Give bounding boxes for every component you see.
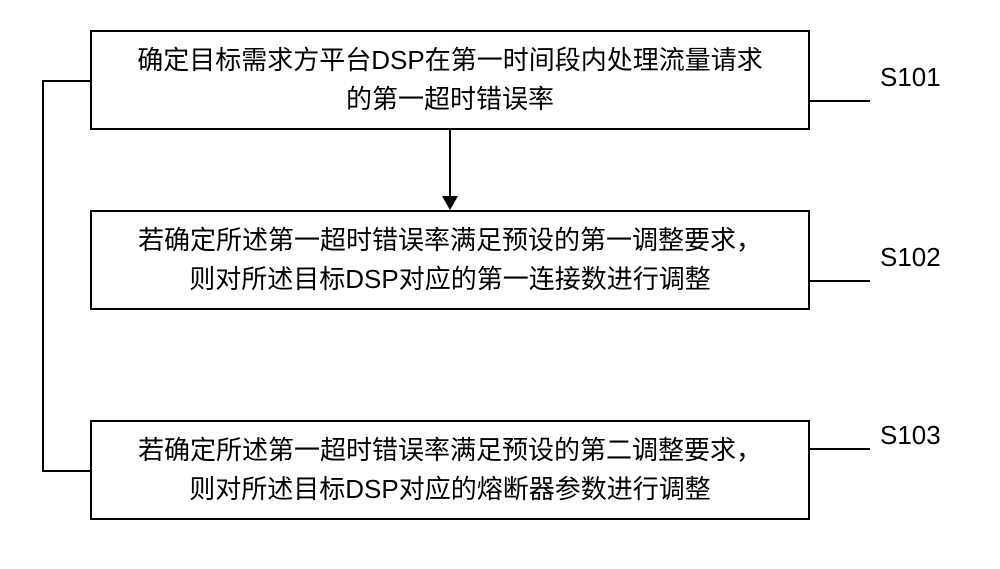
step-s102-box: 若确定所述第一超时错误率满足预设的第一调整要求，则对所述目标DSP对应的第一连接… <box>90 210 810 310</box>
arrow-s101-s102-head <box>442 196 458 210</box>
step-s102-label: S102 <box>880 242 941 273</box>
label-connector-s102 <box>810 280 870 282</box>
flowchart-container: 确定目标需求方平台DSP在第一时间段内处理流量请求的第一超时错误率 S101 若… <box>0 0 1000 569</box>
step-s103-text: 若确定所述第一超时错误率满足预设的第二调整要求，则对所述目标DSP对应的熔断器参… <box>138 431 762 509</box>
arrow-s101-s102-line <box>449 130 451 196</box>
step-s103-box: 若确定所述第一超时错误率满足预设的第二调整要求，则对所述目标DSP对应的熔断器参… <box>90 420 810 520</box>
label-connector-s103 <box>810 448 870 450</box>
left-connector-vert <box>42 80 44 472</box>
step-s102-text: 若确定所述第一超时错误率满足预设的第一调整要求，则对所述目标DSP对应的第一连接… <box>138 221 762 299</box>
left-connector-bottom-hor <box>42 470 90 472</box>
left-connector-top-hor <box>42 80 90 82</box>
label-connector-s101 <box>810 100 870 102</box>
step-s101-label: S101 <box>880 62 941 93</box>
step-s101-text: 确定目标需求方平台DSP在第一时间段内处理流量请求的第一超时错误率 <box>137 41 762 119</box>
step-s101-box: 确定目标需求方平台DSP在第一时间段内处理流量请求的第一超时错误率 <box>90 30 810 130</box>
step-s103-label: S103 <box>880 420 941 451</box>
